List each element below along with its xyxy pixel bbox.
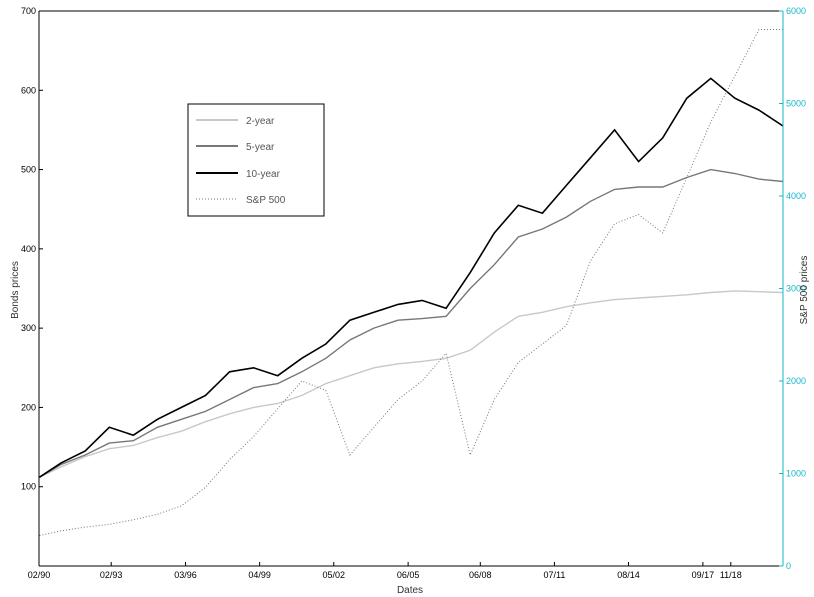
y-axis-left-label: Bonds prices [10,261,21,319]
y-left-tick-label: 600 [21,85,36,95]
y-right-tick-label: 2000 [786,376,806,386]
y-axis-right-label: S&P 500 prices [799,256,810,325]
y-right-tick-label: 4000 [786,191,806,201]
series-layer [39,29,784,536]
y-left-tick-label: 200 [21,402,36,412]
y-right-tick-label: 0 [786,561,791,571]
x-tick-label: 06/05 [397,570,420,580]
y-left-tick-label: 100 [21,482,36,492]
x-axis-label: Dates [397,585,423,596]
x-tick-label: 11/18 [720,570,742,580]
x-tick-label: 02/93 [100,570,123,580]
x-tick-label: 02/90 [28,570,51,580]
y-right-tick-label: 5000 [786,99,806,109]
series-line-2-year [39,290,784,478]
y-left-tick-label: 300 [21,323,36,333]
y-right-tick-label: 1000 [786,469,806,479]
y-right-tick-label: 6000 [786,6,806,16]
legend-label-10-year: 10-year [246,169,281,180]
x-tick-label: 03/96 [174,570,197,580]
legend-label-5-year: 5-year [246,142,275,153]
series-line-s-p-500 [39,29,783,536]
x-tick-label: 05/02 [322,570,345,580]
legend-label-2-year: 2-year [246,116,275,127]
x-tick-label: 08/14 [617,570,640,580]
legend: 2-year 5-year 10-year S&P 500 [187,103,325,217]
y-left-tick-label: 700 [21,6,36,16]
legend-box [187,103,325,217]
axes-layer: 100 200 300 400 500 600 700 0 1000 2000 3000 4000 50… [21,6,806,580]
y-right-tick-label: 3000 [786,284,806,294]
y-left-tick-label: 500 [21,165,36,175]
series-line-5-year [39,168,784,478]
series-line-10-year [39,77,784,478]
y-left-tick-label: 400 [21,244,36,254]
legend-label-sp500: S&P 500 [246,195,286,206]
x-tick-label: 06/08 [469,570,492,580]
x-tick-label: 04/99 [248,570,271,580]
x-tick-label: 09/17 [692,570,715,580]
x-tick-label: 07/11 [543,570,565,580]
